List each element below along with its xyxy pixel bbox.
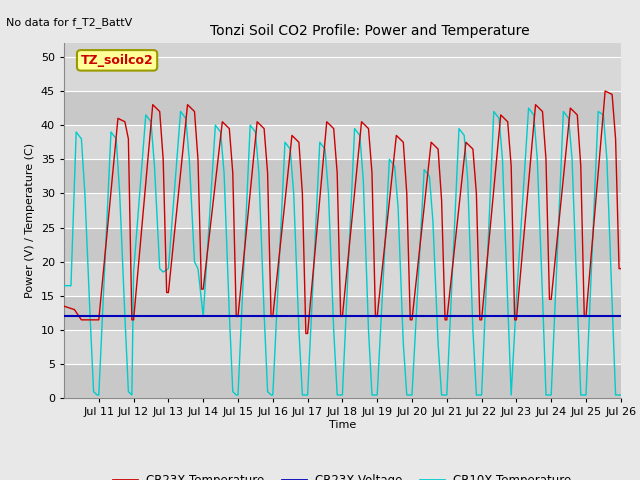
Title: Tonzi Soil CO2 Profile: Power and Temperature: Tonzi Soil CO2 Profile: Power and Temper… [211,24,530,38]
Bar [64,262,621,296]
Bar [64,193,621,228]
Bar [64,330,621,364]
Bar [64,364,621,398]
Text: TZ_soilco2: TZ_soilco2 [81,54,154,67]
Bar [64,296,621,330]
Bar [64,57,621,91]
Bar [64,159,621,193]
Bar [64,228,621,262]
Bar [64,91,621,125]
Text: No data for f_T2_BattV: No data for f_T2_BattV [6,17,132,28]
Y-axis label: Power (V) / Temperature (C): Power (V) / Temperature (C) [26,143,35,299]
Bar [64,125,621,159]
Legend: CR23X Temperature, CR23X Voltage, CR10X Temperature: CR23X Temperature, CR23X Voltage, CR10X … [108,469,577,480]
X-axis label: Time: Time [329,420,356,430]
